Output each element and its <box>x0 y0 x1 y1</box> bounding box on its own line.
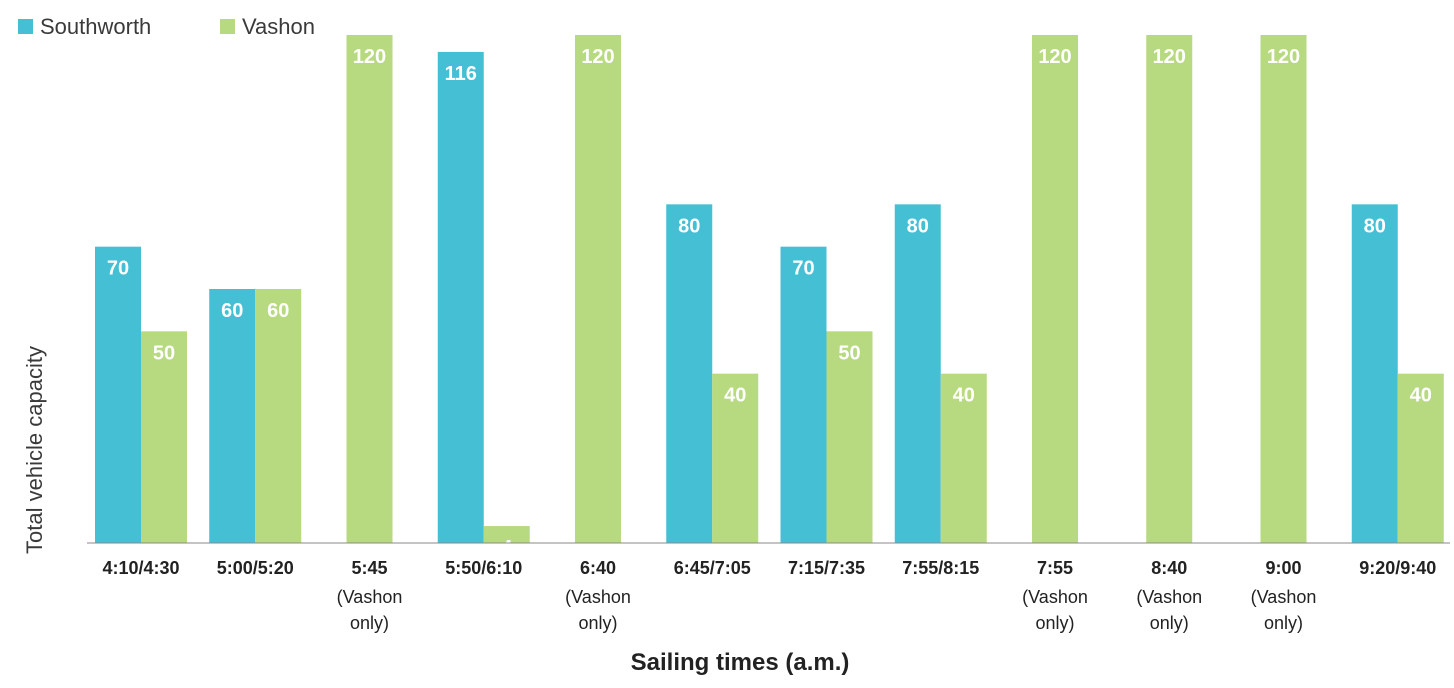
bar-vashon-2 <box>346 35 393 543</box>
x-tick-label: 9:20/9:40 <box>1359 558 1436 578</box>
legend-swatch-southworth <box>18 19 33 34</box>
x-tick-label: 7:15/7:35 <box>788 558 865 578</box>
bar-vashon-9 <box>1146 35 1193 543</box>
bar-southworth-5 <box>666 204 713 544</box>
x-tick-label: 7:55/8:15 <box>902 558 979 578</box>
x-axis-title: Sailing times (a.m.) <box>631 649 850 676</box>
x-tick-label: 4:10/4:30 <box>102 558 179 578</box>
bar-value-label: 80 <box>678 215 700 237</box>
x-tick-note: (Vashon only) <box>1136 587 1202 633</box>
bar-value-label: 4 <box>501 537 513 559</box>
bar-value-label: 60 <box>267 300 289 322</box>
bar-southworth-6 <box>780 246 827 543</box>
bar-value-label: 120 <box>353 46 386 68</box>
x-tick-label: 6:45/7:05 <box>674 558 751 578</box>
x-tick-label: 8:40 <box>1151 558 1187 578</box>
bar-value-label: 120 <box>581 46 614 68</box>
legend-label-southworth: Southworth <box>40 14 151 39</box>
bar-southworth-7 <box>894 204 941 544</box>
bar-value-label: 40 <box>1410 385 1432 407</box>
bar-value-label: 50 <box>153 342 175 364</box>
bar-vashon-3 <box>483 526 530 543</box>
x-tick-labels: 4:10/4:30 5:00/5:20 5:45 (Vashon only) 5:50/6… <box>102 558 1436 633</box>
bar-southworth-11 <box>1351 204 1398 544</box>
x-tick-label: 6:40 <box>580 558 616 578</box>
bar-southworth-1 <box>209 289 256 543</box>
bar-vashon-4 <box>575 35 621 543</box>
bar-value-label: 40 <box>953 385 975 407</box>
bar-value-label: 80 <box>1364 215 1386 237</box>
x-tick-label: 7:55 <box>1037 558 1073 578</box>
bar-vashon-10 <box>1260 35 1307 543</box>
bar-southworth-3 <box>437 51 484 543</box>
bar-value-label: 70 <box>792 258 814 280</box>
bar-value-label: 60 <box>221 300 243 322</box>
bar-value-label: 50 <box>838 342 860 364</box>
bar-vashon-1 <box>255 289 302 543</box>
y-axis-title: Total vehicle capacity <box>22 346 47 554</box>
legend: Southworth Vashon <box>18 14 315 39</box>
bar-vashon-11 <box>1397 373 1444 543</box>
bar-vashon-0 <box>141 331 187 543</box>
x-tick-note: (Vashon only) <box>1251 587 1317 633</box>
x-tick-label: 9:00 <box>1265 558 1301 578</box>
x-tick-label: 5:50/6:10 <box>445 558 522 578</box>
bar-value-label: 120 <box>1153 46 1186 68</box>
bar-value-label: 116 <box>445 63 477 85</box>
bar-value-label: 40 <box>724 385 746 407</box>
bar-value-label: 70 <box>107 258 129 280</box>
bar-vashon-7 <box>940 373 987 543</box>
bar-value-label: 120 <box>1267 46 1300 68</box>
bar-value-label: 120 <box>1038 46 1071 68</box>
bar-vashon-5 <box>712 373 759 543</box>
bar-vashon-8 <box>1032 35 1078 543</box>
legend-swatch-vashon <box>220 19 235 34</box>
bar-southworth-0 <box>95 246 141 543</box>
x-tick-note: (Vashon only) <box>337 587 403 633</box>
bars-group: 70 50 60 60 120 116 4 120 80 40 70 50 80 40 120 120 120 8… <box>95 35 1444 559</box>
legend-label-vashon: Vashon <box>242 14 315 39</box>
bar-value-label: 80 <box>907 215 929 237</box>
x-tick-label: 5:00/5:20 <box>217 558 294 578</box>
x-tick-note: (Vashon only) <box>1022 587 1088 633</box>
bar-vashon-6 <box>826 331 873 543</box>
x-tick-label: 5:45 <box>351 558 387 578</box>
x-tick-note: (Vashon only) <box>565 587 631 633</box>
